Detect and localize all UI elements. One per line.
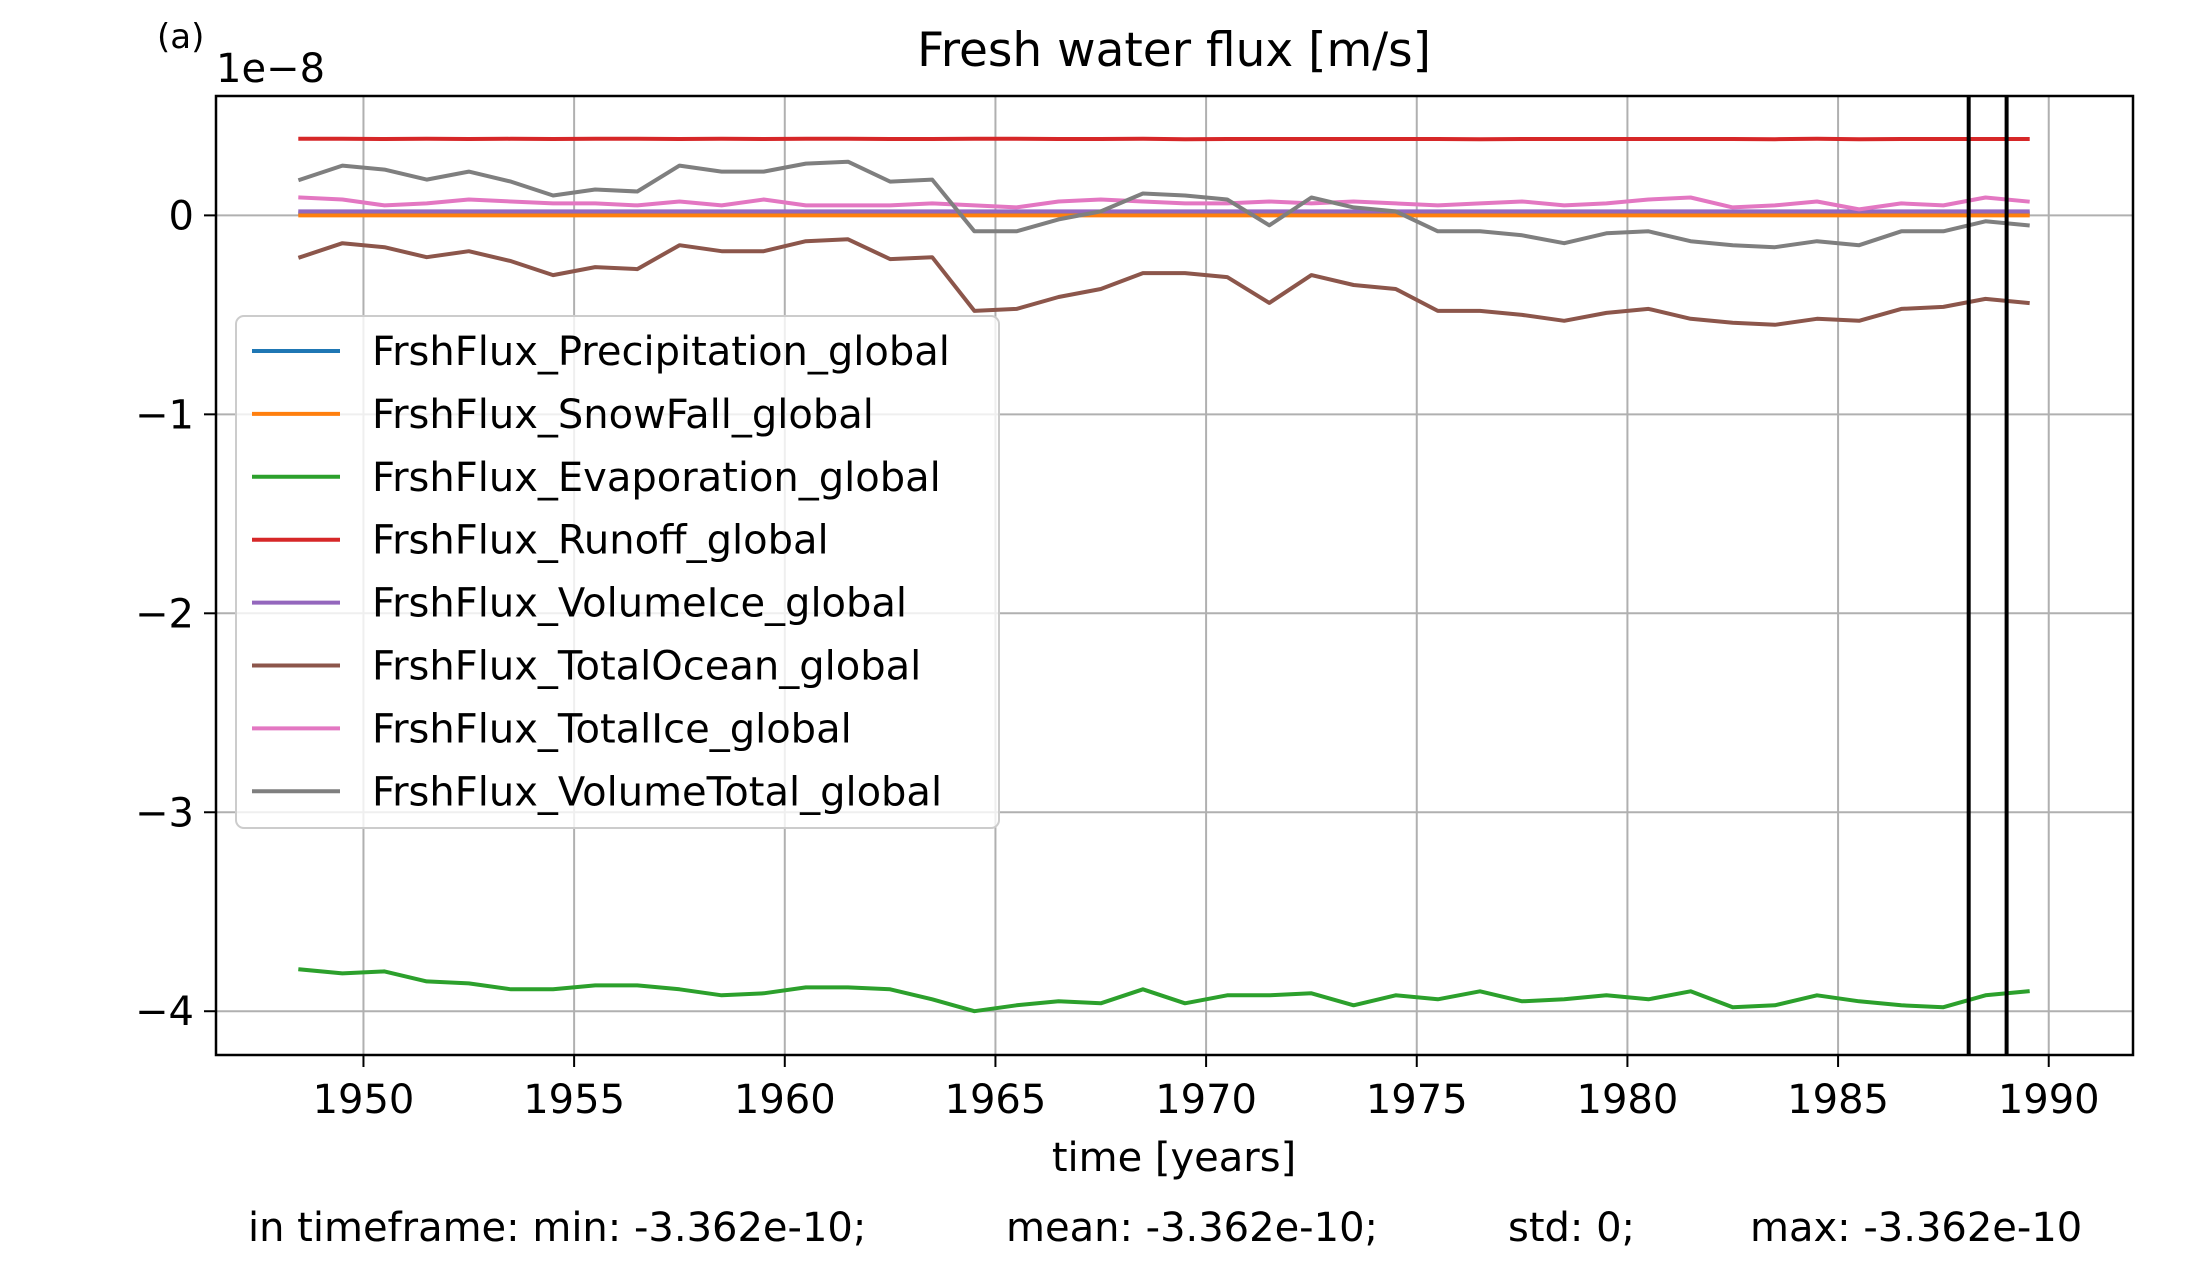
series-line [298, 967, 2030, 1014]
series-line [298, 195, 2030, 212]
legend-label: FrshFlux_VolumeIce_global [372, 581, 907, 627]
legend-label: FrshFlux_Precipitation_global [372, 329, 950, 375]
y-tick-label: −3 [135, 790, 194, 836]
x-tick-label: 1985 [1787, 1077, 1889, 1123]
series-lines [297, 136, 2030, 1014]
legend-label: FrshFlux_TotalOcean_global [372, 644, 921, 690]
stats-max: max: -3.362e-10 [1750, 1205, 2083, 1251]
legend-label: FrshFlux_SnowFall_global [372, 392, 874, 438]
y-axis-ticks: 0 −1 −2 −3 −4 [135, 193, 216, 1035]
y-tick-label: −2 [135, 591, 194, 637]
x-axis-ticks: 1950 1955 1960 1965 1970 1975 1980 1985 1990 [313, 1055, 2100, 1123]
stats-std: std: 0; [1508, 1205, 1636, 1251]
chart-title: Fresh water flux [m/s] [917, 23, 1431, 78]
x-tick-label: 1980 [1577, 1077, 1679, 1123]
y-tick-label: 0 [169, 193, 194, 239]
x-axis-label: time [years] [1052, 1135, 1296, 1181]
series-line [297, 237, 2030, 327]
y-tick-label: −1 [135, 392, 194, 438]
x-tick-label: 1950 [313, 1077, 415, 1123]
y-tick-label: −4 [135, 989, 194, 1035]
x-tick-label: 1970 [1155, 1077, 1257, 1123]
stats-mean: mean: -3.362e-10; [1006, 1205, 1378, 1251]
x-tick-label: 1975 [1366, 1077, 1468, 1123]
legend-box [235, 315, 1000, 829]
series-line [297, 159, 2030, 250]
legend: FrshFlux_Precipitation_global FrshFlux_Sn… [235, 315, 1000, 829]
legend-label: FrshFlux_Evaporation_global [372, 455, 941, 501]
vertical-markers [1966, 96, 2009, 1055]
y-offset-label: 1e−8 [216, 46, 325, 92]
x-tick-label: 1965 [945, 1077, 1047, 1123]
panel-label: (a) [157, 17, 204, 57]
stats-min: in timeframe: min: -3.362e-10; [248, 1205, 867, 1251]
x-tick-label: 1960 [734, 1077, 836, 1123]
legend-label: FrshFlux_Runoff_global [372, 518, 829, 564]
plot-frame [214, 94, 2135, 1057]
legend-label: FrshFlux_TotalIce_global [372, 706, 852, 752]
x-tick-label: 1955 [523, 1077, 625, 1123]
x-tick-label: 1990 [1998, 1077, 2100, 1123]
legend-label: FrshFlux_VolumeTotal_global [372, 769, 942, 815]
